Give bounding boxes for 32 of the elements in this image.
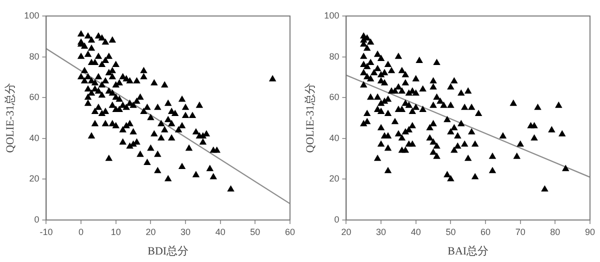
x-tick-label: 60 (284, 226, 296, 237)
y-axis-title: QOLIE-31总分 (3, 83, 16, 153)
x-tick-label: -10 (40, 226, 53, 237)
x-tick-label: 0 (78, 226, 84, 237)
x-tick-label: 40 (215, 226, 226, 237)
y-tick-label: 40 (329, 132, 340, 143)
y-tick-label: 20 (329, 174, 340, 184)
x-tick-label: 50 (250, 226, 260, 237)
x-tick-label: 40 (410, 226, 421, 237)
x-tick-label: 80 (550, 226, 560, 237)
x-axis-title: BAI总分 (448, 244, 489, 258)
x-tick-label: 30 (376, 226, 386, 237)
x-tick-label: 20 (146, 226, 156, 237)
x-tick-label: 10 (110, 226, 121, 237)
x-axis-title: BDI总分 (148, 244, 189, 258)
x-tick-label: 30 (180, 226, 191, 237)
x-tick-label: 70 (515, 226, 526, 237)
y-tick-label: 0 (34, 214, 40, 224)
x-tick-label: 90 (584, 226, 596, 237)
x-tick-label: 20 (341, 226, 352, 237)
y-tick-label: 0 (334, 214, 340, 224)
x-tick-label: 60 (480, 226, 491, 237)
y-tick-label: 80 (29, 51, 40, 62)
x-tick-label: 50 (446, 226, 456, 237)
y-tick-label: 60 (329, 92, 340, 102)
y-axis-title: QOLIE-31总分 (303, 83, 316, 153)
y-tick-label: 80 (329, 51, 340, 62)
y-tick-label: 100 (324, 10, 340, 20)
y-tick-label: 60 (29, 92, 40, 102)
y-tick-label: 40 (29, 132, 40, 143)
y-tick-label: 20 (29, 174, 40, 184)
y-tick-label: 100 (24, 10, 40, 20)
